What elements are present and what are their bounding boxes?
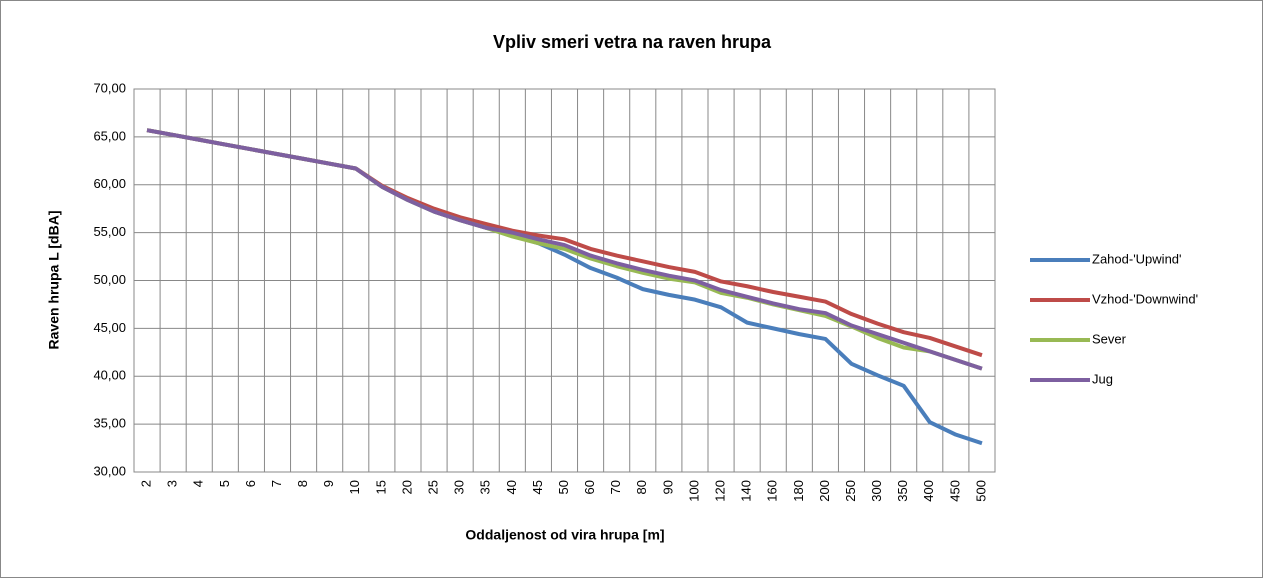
x-tick-label: 80 (634, 480, 649, 494)
x-tick-label: 70 (608, 480, 623, 494)
series-line (146, 128, 983, 371)
x-tick-label: 50 (556, 480, 571, 494)
x-tick-label: 6 (243, 480, 258, 487)
legend-label: Vzhod-'Downwind' (1092, 291, 1198, 306)
x-tick-label: 250 (843, 480, 858, 502)
x-tick-label: 100 (686, 480, 701, 502)
x-tick-label: 300 (869, 480, 884, 502)
x-tick-label: 40 (504, 480, 519, 494)
x-tick-label: 90 (660, 480, 675, 494)
x-tick-label: 25 (425, 480, 440, 494)
plot-border (133, 88, 996, 473)
x-tick-label: 4 (191, 480, 206, 487)
x-tick-label: 30 (452, 480, 467, 494)
y-tick-label: 30,00 (93, 463, 126, 478)
x-tick-label: 9 (321, 480, 336, 487)
x-tick-label: 120 (712, 480, 727, 502)
x-tick-label: 35 (478, 480, 493, 494)
legend-label: Zahod-'Upwind' (1092, 251, 1182, 266)
y-tick-label: 45,00 (93, 320, 126, 335)
x-tick-label: 45 (530, 480, 545, 494)
x-tick-label: 140 (739, 480, 754, 502)
x-tick-label: 200 (817, 480, 832, 502)
x-tick-label: 400 (921, 480, 936, 502)
x-tick-label: 2 (138, 480, 153, 487)
x-tick-label: 500 (973, 480, 988, 502)
y-tick-label: 50,00 (93, 272, 126, 287)
chart-title: Vpliv smeri vetra na raven hrupa (493, 32, 772, 52)
y-tick-label: 70,00 (93, 80, 126, 95)
y-tick-label: 35,00 (93, 416, 126, 431)
x-tick-label: 15 (373, 480, 388, 494)
y-axis-title: Raven hrupa L [dBA] (46, 211, 62, 350)
x-tick-label: 5 (217, 480, 232, 487)
y-tick-label: 60,00 (93, 176, 126, 191)
x-tick-label: 8 (295, 480, 310, 487)
legend-label: Sever (1092, 331, 1127, 346)
x-tick-label: 10 (347, 480, 362, 494)
y-tick-label: 55,00 (93, 224, 126, 239)
x-tick-label: 350 (895, 480, 910, 502)
x-tick-label: 7 (269, 480, 284, 487)
x-tick-label: 160 (765, 480, 780, 502)
x-axis-title: Oddaljenost od vira hrupa [m] (465, 527, 664, 543)
legend-label: Jug (1092, 371, 1113, 386)
y-tick-label: 40,00 (93, 368, 126, 383)
x-tick-label: 450 (947, 480, 962, 502)
x-tick-label: 60 (582, 480, 597, 494)
y-tick-label: 65,00 (93, 128, 126, 143)
x-tick-label: 180 (791, 480, 806, 502)
x-tick-label: 3 (165, 480, 180, 487)
x-tick-label: 20 (399, 480, 414, 494)
